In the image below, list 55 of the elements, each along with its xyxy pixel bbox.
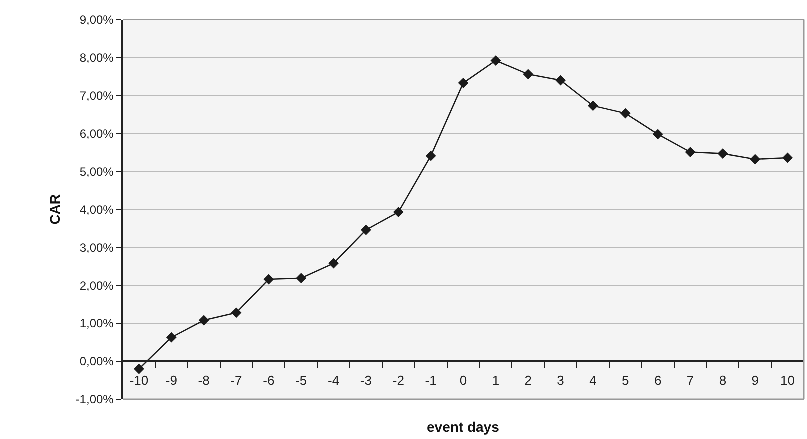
- x-tick-label: -10: [130, 372, 149, 388]
- point: [264, 274, 274, 285]
- point: [198, 315, 210, 326]
- x-tick-label: -8: [198, 372, 210, 388]
- x-tick-label: -6: [263, 372, 275, 388]
- point: [328, 258, 339, 269]
- point: [685, 147, 696, 158]
- x-tick-label: 4: [590, 372, 597, 388]
- y-tick-label: 5,00%: [80, 164, 114, 179]
- x-tick-label: 3: [557, 372, 564, 388]
- x-tick-label: 10: [780, 372, 796, 388]
- x-tick-label: -5: [296, 372, 308, 388]
- x-tick-label: 5: [622, 372, 630, 388]
- y-axis-title: CAR: [46, 194, 63, 225]
- x-tick-label: 2: [524, 372, 532, 388]
- x-tick-label: 7: [686, 372, 694, 388]
- x-tick-label: -3: [360, 372, 372, 388]
- point: [750, 154, 761, 165]
- point: [231, 308, 242, 318]
- point: [718, 148, 728, 160]
- point: [523, 69, 534, 80]
- point: [588, 100, 598, 112]
- point: [458, 78, 469, 88]
- point: [426, 150, 436, 162]
- x-tick-label: -2: [392, 372, 404, 388]
- y-tick-label: -1,00%: [76, 392, 114, 407]
- point: [652, 129, 664, 140]
- y-tick-label: 2,00%: [80, 278, 114, 293]
- point: [620, 108, 631, 119]
- y-tick-label: 7,00%: [80, 88, 114, 103]
- point: [296, 273, 307, 284]
- x-tick-label: -9: [166, 372, 178, 388]
- x-tick-label: 6: [654, 372, 662, 388]
- point: [782, 152, 793, 164]
- point: [166, 332, 177, 343]
- x-tick-label: 0: [460, 372, 468, 388]
- point: [134, 364, 144, 374]
- point: [490, 56, 502, 66]
- point: [361, 224, 372, 236]
- x-tick-label: 1: [492, 372, 500, 388]
- x-tick-label: 8: [719, 372, 727, 388]
- y-tick-label: 1,00%: [80, 316, 114, 331]
- y-tick-label: 0,00%: [80, 354, 114, 369]
- point: [556, 75, 566, 86]
- x-tick-label: -7: [230, 372, 242, 388]
- x-axis-title: event days: [427, 419, 500, 435]
- y-tick-label: 3,00%: [80, 240, 114, 255]
- x-tick-label: 9: [752, 372, 759, 388]
- y-tick-label: 6,00%: [80, 126, 114, 141]
- y-tick-label: 9,00%: [80, 12, 114, 27]
- x-tick-label: -4: [328, 372, 340, 388]
- y-tick-label: 8,00%: [80, 50, 114, 65]
- y-tick-label: 4,00%: [80, 202, 114, 217]
- point: [393, 207, 404, 218]
- x-tick-label: -1: [425, 372, 437, 388]
